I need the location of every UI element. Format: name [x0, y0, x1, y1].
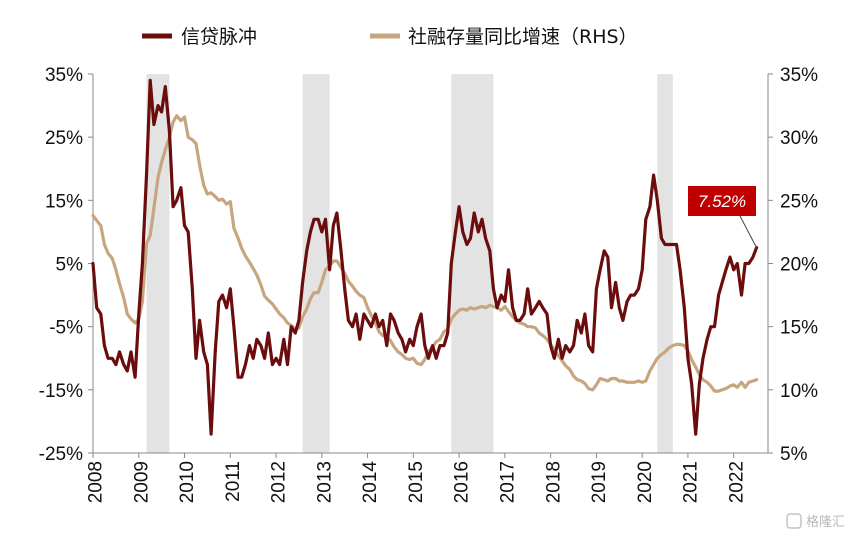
- x-tick-label: 2015: [406, 461, 427, 503]
- watermark: 格隆汇: [786, 513, 845, 530]
- left-tick-label: -5%: [49, 318, 83, 339]
- right-tick-label: 35%: [780, 65, 818, 86]
- right-tick-label: 10%: [780, 381, 818, 402]
- right-tick-label: 15%: [780, 318, 818, 339]
- series-lines: [91, 78, 759, 436]
- left-tick-label: -15%: [39, 381, 83, 402]
- right-tick-label: 20%: [780, 255, 818, 276]
- shaded-period-3: [657, 74, 673, 453]
- x-tick-label: 2008: [86, 461, 107, 503]
- x-tick-label: 2021: [681, 461, 702, 503]
- shaded-period-2: [451, 74, 494, 453]
- series-line-tsf-growth: [91, 114, 759, 393]
- shaded-periods: [146, 74, 673, 453]
- legend-label-tsf-growth: 社融存量同比增速（RHS）: [408, 26, 638, 48]
- x-tick-label: 2009: [131, 461, 152, 503]
- value-callout: 7.52%: [688, 186, 758, 248]
- shaded-period-1: [302, 74, 330, 453]
- left-tick-label: -25%: [39, 444, 83, 465]
- callout-leader-line: [739, 215, 758, 248]
- x-tick-label: 2011: [223, 461, 244, 502]
- x-tick-label: 2012: [269, 461, 290, 503]
- x-tick-label: 2010: [177, 461, 198, 503]
- x-tick-label: 2014: [360, 461, 381, 504]
- left-tick-label: 15%: [45, 191, 83, 212]
- axes: 35% 25% 15% 5% -5% -15% -25% 35% 30% 25% 20% 15% 10%…: [39, 65, 818, 503]
- x-tick-label: 2013: [314, 461, 335, 503]
- x-tick-label: 2022: [726, 461, 747, 503]
- x-tick-label: 2019: [589, 461, 610, 503]
- watermark-logo-icon: [786, 513, 802, 529]
- legend: 信贷脉冲 社融存量同比增速（RHS）: [142, 26, 638, 48]
- left-tick-label: 25%: [45, 128, 83, 149]
- callout-value-label: 7.52%: [698, 192, 746, 211]
- x-tick-label: 2018: [543, 461, 564, 503]
- shaded-period-0: [146, 74, 170, 453]
- x-tick-label: 2017: [498, 461, 519, 503]
- legend-label-credit-impulse: 信贷脉冲: [181, 26, 257, 48]
- x-tick-label: 2016: [452, 461, 473, 503]
- right-tick-label: 25%: [780, 191, 818, 212]
- right-tick-label: 30%: [780, 128, 818, 149]
- series-line-credit-impulse: [91, 78, 759, 436]
- x-tick-label: 2020: [635, 461, 656, 503]
- watermark-text: 格隆汇: [806, 514, 845, 530]
- right-tick-label: 5%: [780, 444, 808, 465]
- callout-box: [688, 186, 756, 216]
- left-tick-label: 5%: [56, 255, 84, 276]
- left-tick-label: 35%: [45, 65, 83, 86]
